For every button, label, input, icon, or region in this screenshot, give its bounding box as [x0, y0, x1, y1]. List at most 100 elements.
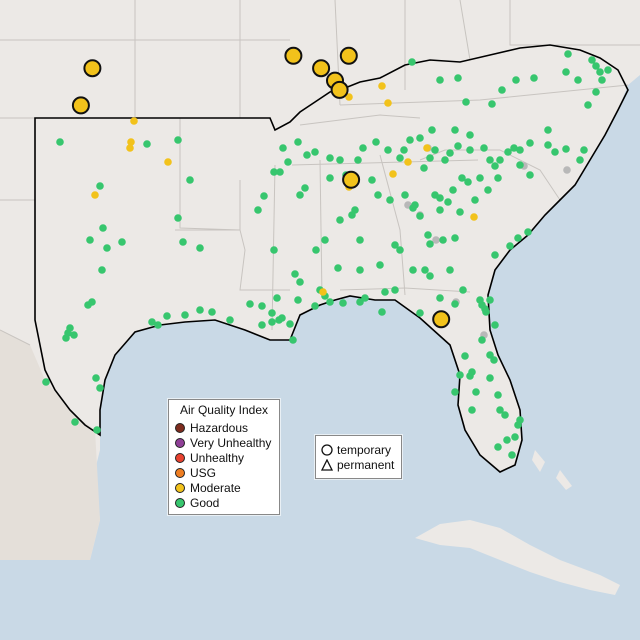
good-aqi-marker[interactable]	[426, 272, 434, 280]
good-aqi-marker[interactable]	[468, 406, 476, 414]
good-aqi-marker[interactable]	[464, 178, 472, 186]
good-aqi-marker[interactable]	[458, 174, 466, 182]
good-aqi-marker[interactable]	[339, 299, 347, 307]
good-aqi-marker[interactable]	[439, 236, 447, 244]
good-aqi-marker[interactable]	[562, 68, 570, 76]
good-aqi-marker[interactable]	[311, 302, 319, 310]
good-aqi-marker[interactable]	[279, 144, 287, 152]
good-aqi-marker[interactable]	[544, 141, 552, 149]
good-aqi-marker[interactable]	[482, 308, 490, 316]
good-aqi-marker[interactable]	[326, 154, 334, 162]
good-aqi-marker[interactable]	[514, 234, 522, 242]
good-aqi-marker[interactable]	[179, 238, 187, 246]
good-aqi-marker[interactable]	[86, 236, 94, 244]
good-aqi-marker[interactable]	[426, 154, 434, 162]
good-aqi-marker[interactable]	[416, 134, 424, 142]
good-aqi-marker[interactable]	[372, 138, 380, 146]
good-aqi-marker[interactable]	[544, 126, 552, 134]
good-aqi-marker[interactable]	[436, 76, 444, 84]
good-aqi-marker[interactable]	[118, 238, 126, 246]
good-aqi-marker[interactable]	[428, 126, 436, 134]
good-aqi-marker[interactable]	[326, 174, 334, 182]
moderate-aqi-temporary-marker[interactable]	[284, 46, 303, 65]
good-aqi-marker[interactable]	[386, 196, 394, 204]
good-aqi-marker[interactable]	[401, 191, 409, 199]
moderate-aqi-marker[interactable]	[389, 170, 397, 178]
good-aqi-marker[interactable]	[490, 356, 498, 364]
good-aqi-marker[interactable]	[431, 146, 439, 154]
good-aqi-marker[interactable]	[196, 244, 204, 252]
good-aqi-marker[interactable]	[456, 371, 464, 379]
good-aqi-marker[interactable]	[506, 242, 514, 250]
good-aqi-marker[interactable]	[486, 156, 494, 164]
moderate-aqi-marker[interactable]	[319, 288, 327, 296]
good-aqi-marker[interactable]	[336, 216, 344, 224]
good-aqi-marker[interactable]	[143, 140, 151, 148]
moderate-aqi-marker[interactable]	[423, 144, 431, 152]
good-aqi-marker[interactable]	[436, 206, 444, 214]
good-aqi-marker[interactable]	[359, 144, 367, 152]
good-aqi-marker[interactable]	[574, 76, 582, 84]
good-aqi-marker[interactable]	[396, 154, 404, 162]
good-aqi-marker[interactable]	[562, 145, 570, 153]
good-aqi-marker[interactable]	[454, 74, 462, 82]
good-aqi-marker[interactable]	[275, 316, 283, 324]
good-aqi-marker[interactable]	[406, 136, 414, 144]
good-aqi-marker[interactable]	[491, 251, 499, 259]
good-aqi-marker[interactable]	[451, 126, 459, 134]
good-aqi-marker[interactable]	[258, 321, 266, 329]
good-aqi-marker[interactable]	[461, 352, 469, 360]
good-aqi-marker[interactable]	[491, 162, 499, 170]
moderate-aqi-temporary-marker[interactable]	[71, 96, 90, 115]
good-aqi-marker[interactable]	[400, 146, 408, 154]
good-aqi-marker[interactable]	[321, 236, 329, 244]
good-aqi-marker[interactable]	[334, 264, 342, 272]
good-aqi-marker[interactable]	[524, 228, 532, 236]
good-aqi-marker[interactable]	[268, 318, 276, 326]
good-aqi-marker[interactable]	[446, 266, 454, 274]
good-aqi-marker[interactable]	[454, 142, 462, 150]
good-aqi-marker[interactable]	[62, 334, 70, 342]
good-aqi-marker[interactable]	[354, 156, 362, 164]
good-aqi-marker[interactable]	[441, 156, 449, 164]
offline-station-marker[interactable]	[563, 166, 571, 174]
good-aqi-marker[interactable]	[526, 139, 534, 147]
good-aqi-marker[interactable]	[42, 378, 50, 386]
good-aqi-marker[interactable]	[163, 312, 171, 320]
good-aqi-marker[interactable]	[391, 286, 399, 294]
good-aqi-marker[interactable]	[598, 76, 606, 84]
good-aqi-marker[interactable]	[311, 148, 319, 156]
good-aqi-marker[interactable]	[260, 192, 268, 200]
good-aqi-marker[interactable]	[296, 191, 304, 199]
good-aqi-marker[interactable]	[181, 311, 189, 319]
good-aqi-marker[interactable]	[501, 411, 509, 419]
good-aqi-marker[interactable]	[381, 288, 389, 296]
good-aqi-marker[interactable]	[456, 208, 464, 216]
good-aqi-marker[interactable]	[356, 236, 364, 244]
good-aqi-marker[interactable]	[174, 136, 182, 144]
good-aqi-marker[interactable]	[409, 266, 417, 274]
moderate-aqi-marker[interactable]	[404, 158, 412, 166]
good-aqi-marker[interactable]	[408, 58, 416, 66]
good-aqi-marker[interactable]	[426, 240, 434, 248]
good-aqi-marker[interactable]	[526, 171, 534, 179]
moderate-aqi-marker[interactable]	[130, 117, 138, 125]
good-aqi-marker[interactable]	[478, 336, 486, 344]
moderate-aqi-temporary-marker[interactable]	[342, 170, 361, 189]
good-aqi-marker[interactable]	[270, 246, 278, 254]
good-aqi-marker[interactable]	[494, 443, 502, 451]
good-aqi-marker[interactable]	[99, 224, 107, 232]
moderate-aqi-marker[interactable]	[164, 158, 172, 166]
good-aqi-marker[interactable]	[576, 156, 584, 164]
moderate-aqi-marker[interactable]	[378, 82, 386, 90]
good-aqi-marker[interactable]	[258, 302, 266, 310]
offline-station-marker[interactable]	[432, 236, 440, 244]
good-aqi-marker[interactable]	[276, 168, 284, 176]
good-aqi-marker[interactable]	[88, 298, 96, 306]
good-aqi-marker[interactable]	[604, 66, 612, 74]
good-aqi-marker[interactable]	[148, 318, 156, 326]
good-aqi-marker[interactable]	[494, 391, 502, 399]
good-aqi-marker[interactable]	[93, 426, 101, 434]
good-aqi-marker[interactable]	[498, 86, 506, 94]
